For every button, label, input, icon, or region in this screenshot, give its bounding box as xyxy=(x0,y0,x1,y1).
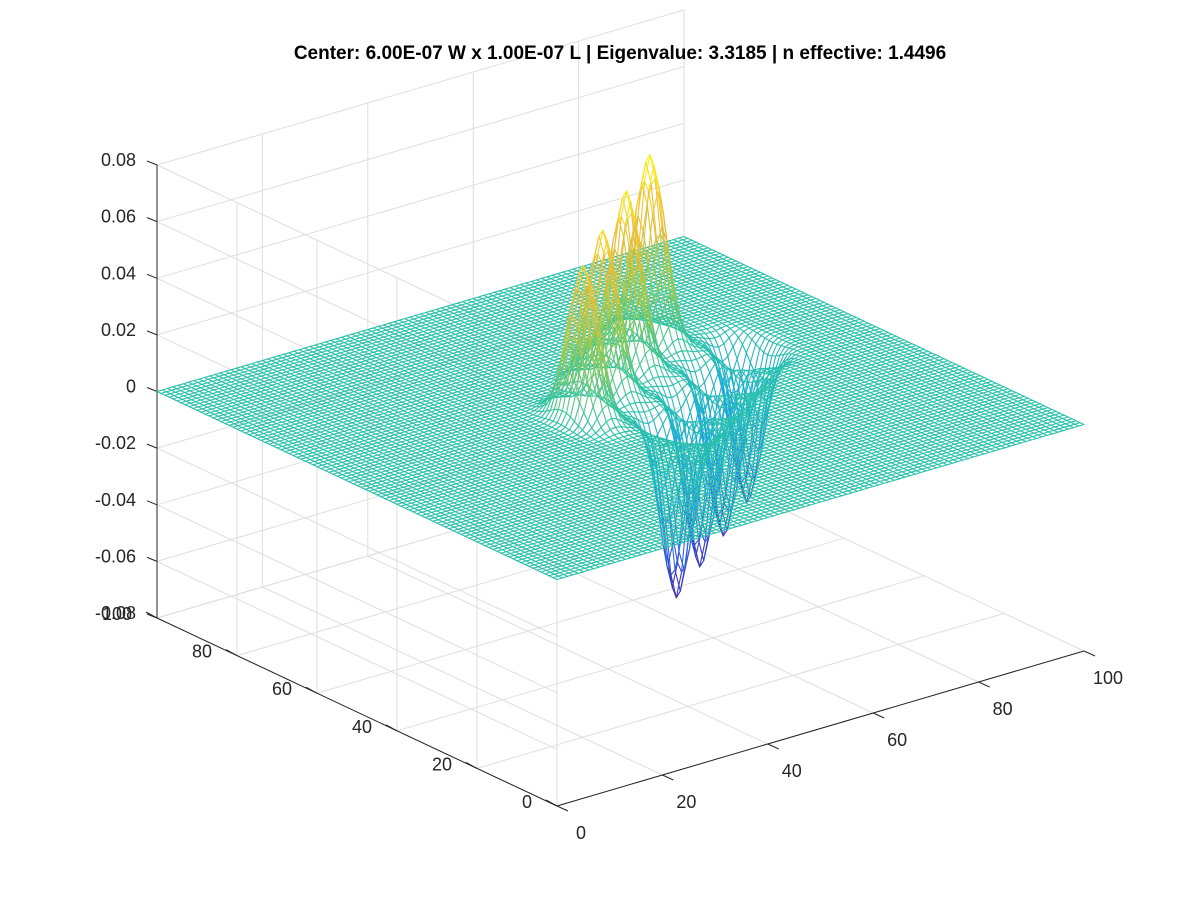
figure: 020406080100020406080100-0.08-0.06-0.04-… xyxy=(0,0,1200,900)
figure-background xyxy=(0,0,1200,900)
